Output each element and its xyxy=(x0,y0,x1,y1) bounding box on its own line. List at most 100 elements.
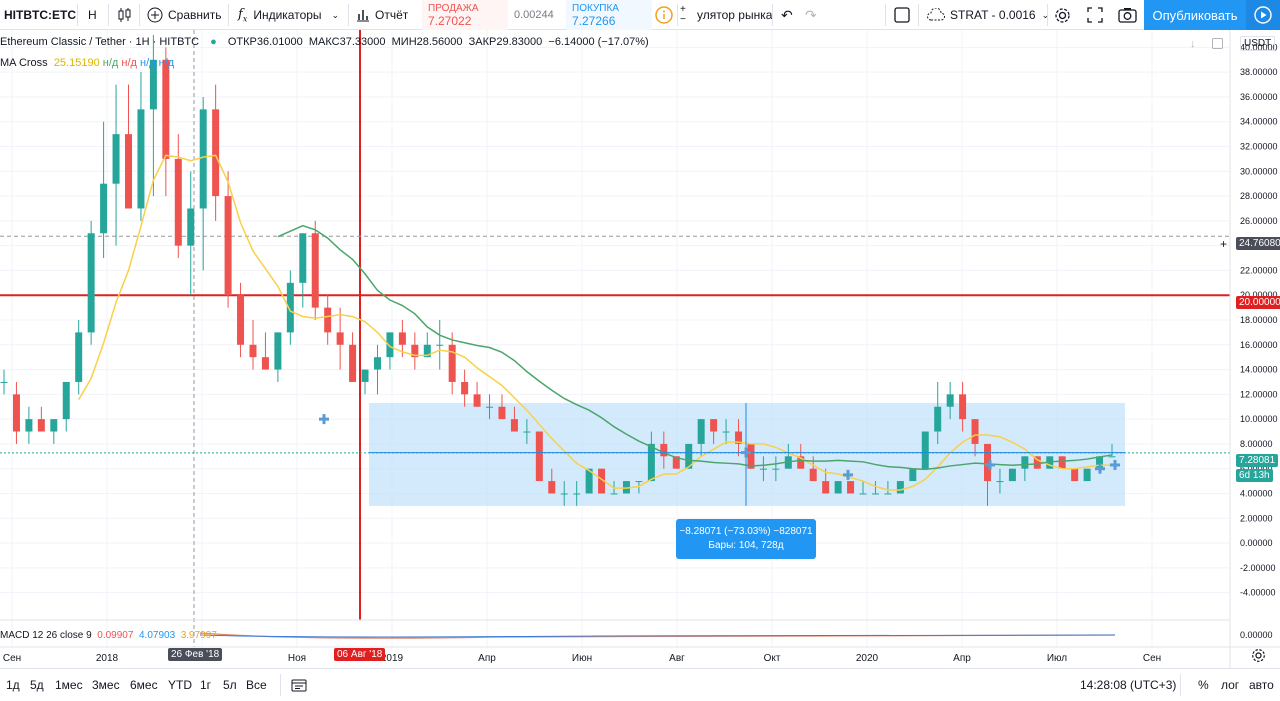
time-tick-label: Окт xyxy=(764,653,781,664)
range-button[interactable]: 1мес xyxy=(55,678,83,692)
interval-label: Н xyxy=(88,8,97,22)
candle-body xyxy=(560,493,568,495)
candle-body xyxy=(224,196,232,296)
percent-toggle[interactable]: % xyxy=(1198,678,1209,692)
price-axis[interactable]: 40.00000 38.00000 36.00000 34.00000 32.00000… xyxy=(1240,42,1278,597)
candle-body xyxy=(896,481,904,494)
price-tick-label: 34.00000 xyxy=(1240,117,1278,127)
goto-date-icon[interactable] xyxy=(291,669,307,701)
candle-body xyxy=(847,481,855,494)
candle-body xyxy=(871,493,879,495)
measure-line-2: Бары: 104, 728д xyxy=(708,540,784,551)
symbol-search[interactable]: HITBTC:ETC xyxy=(4,0,76,30)
range-button[interactable]: Все xyxy=(246,678,267,692)
ma-na-4: н/д xyxy=(158,57,175,69)
price-tick-label: 40.00000 xyxy=(1240,42,1278,52)
macd-name: MACD 12 26 close 9 xyxy=(0,630,92,641)
play-button[interactable] xyxy=(1246,0,1280,30)
range-button[interactable]: YTD xyxy=(168,678,192,692)
auto-toggle[interactable]: авто xyxy=(1249,678,1274,692)
candle-body xyxy=(274,332,282,370)
candle-body xyxy=(373,357,381,370)
ma-legend[interactable]: MA Cross 25.15190 н/д н/д н/д н/д xyxy=(0,57,174,69)
candle-body xyxy=(622,481,630,494)
macd-v1: 0.09907 xyxy=(97,630,134,641)
candle-body xyxy=(25,419,33,432)
candle-body xyxy=(37,419,45,432)
price-chart[interactable]: 40.00000 38.00000 36.00000 34.00000 32.00000… xyxy=(0,30,1280,668)
clock[interactable]: 14:28:08 (UTC+3) xyxy=(1080,678,1177,692)
ma-value: 25.15190 xyxy=(53,57,100,69)
price-tick-label: 16.00000 xyxy=(1240,340,1278,350)
sell-button[interactable]: ПРОДАЖА 7.27022 xyxy=(422,0,508,30)
ma-na-2: н/д xyxy=(121,57,137,69)
compare-button[interactable]: Сравнить xyxy=(147,0,221,30)
range-button[interactable]: 6мес xyxy=(130,678,158,692)
plus-icon[interactable]: + xyxy=(1220,237,1228,251)
legend-change: −6.14000 (−17.07%) xyxy=(548,36,649,48)
candle-body xyxy=(149,59,157,110)
range-button[interactable]: 3мес xyxy=(92,678,120,692)
buy-button[interactable]: ПОКУПКА 7.27266 xyxy=(566,0,652,30)
interval-button[interactable]: Н xyxy=(88,0,97,30)
arrow-down-icon[interactable]: ↓ xyxy=(1190,38,1196,50)
maximize-icon[interactable] xyxy=(1212,38,1223,52)
range-button[interactable]: 1г xyxy=(200,678,212,692)
macd-legend[interactable]: MACD 12 26 close 9 0.09907 4.07903 3.979… xyxy=(0,630,217,641)
candle-body xyxy=(237,295,245,345)
candle-body xyxy=(324,307,332,333)
macd-axis-value: 0.00000 xyxy=(1240,630,1273,640)
market-order-button[interactable]: улятор рынка xyxy=(697,0,772,30)
candle-body xyxy=(12,394,20,432)
ma-na-3: н/д xyxy=(140,57,156,69)
candle-body xyxy=(598,468,606,494)
time-tick-label: Сен xyxy=(3,653,21,664)
candle-body xyxy=(199,109,207,209)
time-tick-label: Авг xyxy=(669,653,685,664)
time-tick-label: 2020 xyxy=(856,653,879,664)
candle-body xyxy=(1058,456,1066,469)
publish-button[interactable]: Опубликовать xyxy=(1144,0,1246,30)
ma-slow-line xyxy=(277,224,1113,471)
info-icon[interactable] xyxy=(655,0,673,30)
time-tick-label: Ноя xyxy=(288,653,306,664)
candles-icon xyxy=(118,8,131,22)
square-icon[interactable] xyxy=(894,0,910,30)
candle-body xyxy=(635,481,643,483)
candle-body xyxy=(286,282,294,333)
gear-icon[interactable] xyxy=(1054,0,1071,30)
range-button[interactable]: 1д xyxy=(6,678,20,692)
log-toggle[interactable]: лог xyxy=(1221,678,1240,692)
reports-label: Отчёт xyxy=(375,8,409,22)
price-tick-label: 26.00000 xyxy=(1240,216,1278,226)
candle-body xyxy=(75,332,83,382)
sell-price: 7.27022 xyxy=(428,14,472,28)
line-price-badge: 20.00000 xyxy=(1236,296,1280,309)
time-tick-label: Апр xyxy=(478,653,496,664)
reports-button[interactable]: Отчёт xyxy=(356,0,408,30)
indicators-button[interactable]: fx Индикаторы ⌄ xyxy=(238,0,339,30)
candle-body xyxy=(423,344,431,358)
chart-type-button[interactable] xyxy=(116,0,132,30)
range-button[interactable]: 5л xyxy=(223,678,237,692)
candle-body xyxy=(162,59,170,159)
fullscreen-icon[interactable] xyxy=(1087,0,1103,30)
candle-body xyxy=(548,481,556,494)
camera-icon[interactable] xyxy=(1118,0,1137,30)
candle-body xyxy=(573,493,581,495)
candle-body xyxy=(187,208,195,246)
candle-body xyxy=(647,443,655,482)
price-tick-label: 30.00000 xyxy=(1240,166,1278,176)
undo-icon[interactable]: ↶ xyxy=(781,6,793,23)
quantity-stepper[interactable]: + − xyxy=(680,4,686,25)
range-button[interactable]: 5д xyxy=(30,678,44,692)
bottom-toolbar: 1д 5д 1мес 3мес 6мес YTD 1г 5л Все 14:28:08 (UTC… xyxy=(0,668,1280,700)
settings-icon[interactable] xyxy=(1251,648,1266,666)
candle-body xyxy=(909,468,917,482)
strategy-selector[interactable]: STRAT - 0.0016 ⌄ xyxy=(926,0,1049,30)
candle-body xyxy=(174,158,182,246)
redo-icon[interactable]: ↷ xyxy=(805,6,817,23)
candle-body xyxy=(822,481,830,494)
currency-label[interactable]: USDT xyxy=(1240,36,1276,51)
candle-body xyxy=(585,468,593,494)
